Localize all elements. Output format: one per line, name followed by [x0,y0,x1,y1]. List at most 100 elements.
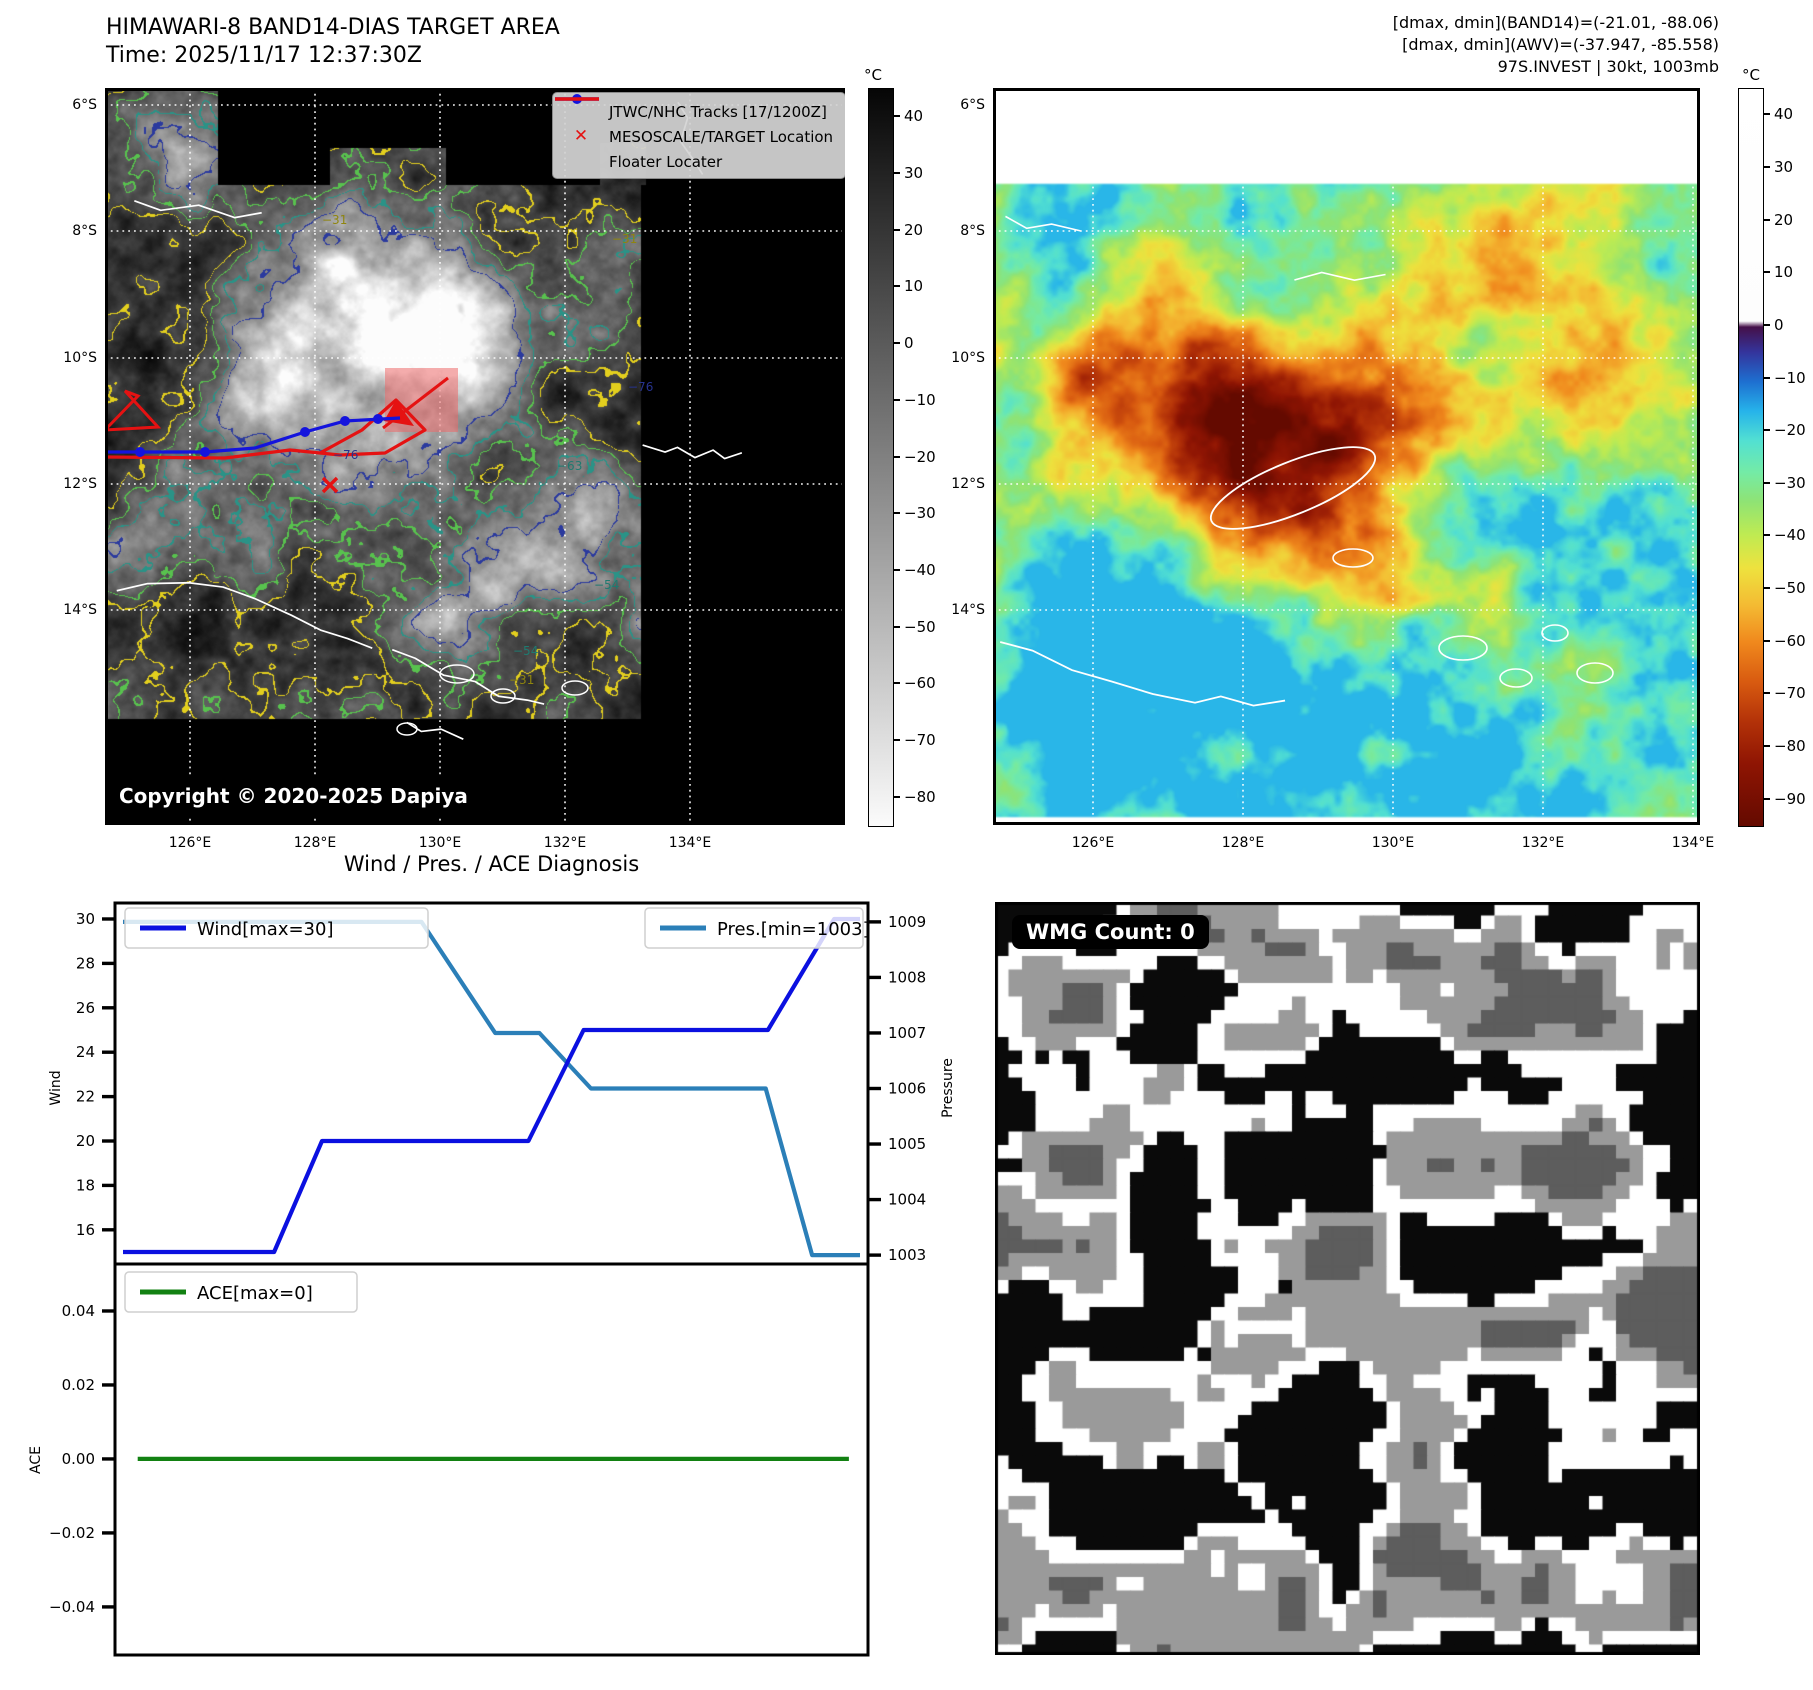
awv-imagery-canvas [993,88,1700,825]
awv-colorbar-tick [1763,481,1770,484]
awv-colorbar-tick [1763,534,1770,537]
x-marker-icon: ✕ [573,126,589,146]
awv-colorbar-tick [1763,376,1770,379]
contour-label: −76 [628,380,653,394]
contour-label: −31 [322,213,347,227]
chart-tick-label: 1007 [888,1024,926,1042]
chart-tick-label: 26 [76,999,95,1017]
band14-colorbar-tick-label: −80 [904,787,936,806]
band14-colorbar-tick-label: −50 [904,617,936,636]
awv-header: [dmax, dmin](BAND14)=(-21.01, -88.06) [d… [1393,12,1719,78]
band14-colorbar-tick-label: 40 [904,107,924,126]
wind-legend [124,907,429,949]
diagnosis-chart-title: Wind / Pres. / ACE Diagnosis [343,852,640,876]
contour-label: −63 [557,459,582,473]
awv-colorbar-tick-label: −30 [1774,473,1806,492]
chart-tick-label: 1004 [888,1191,926,1209]
band14-colorbar-tick-label: −60 [904,674,936,693]
band14-title: HIMAWARI-8 BAND14-DIAS TARGET AREA [106,15,560,40]
awv-colorbar-tick [1763,745,1770,748]
chart-tick-label: 1008 [888,968,926,986]
awv-colorbar-tick [1763,165,1770,168]
band14-lat-tick-label: 6°S [72,97,97,113]
band14-time-label: Time: 2025/11/17 12:37:30Z [106,43,422,68]
pres-legend-label: Pres.[min=1003] [717,919,870,940]
legend-row-mesoscale: ✕ MESOSCALE/TARGET Location [553,124,845,149]
awv-colorbar-tick-label: 10 [1774,263,1794,282]
awv-colorbar [1738,88,1764,827]
jtwc-track [105,414,401,457]
awv-coastlines [999,215,1614,707]
band14-colorbar-tick-label: 0 [904,334,914,353]
awv-header-line3: 97S.INVEST | 30kt, 1003mb [1497,57,1719,76]
band14-colorbar-tick [893,342,900,345]
awv-colorbar-tick-label: 40 [1774,105,1794,124]
contour-label: −76 [333,448,358,462]
band14-lon-tick-label: 134°E [668,835,712,851]
awv-lat-tick-label: 14°S [951,602,985,618]
floater-legend-label: Floater Locater [609,152,723,171]
tracks-legend-label: JTWC/NHC Tracks [17/1200Z] [609,102,827,121]
ace-legend [124,1271,358,1313]
band14-colorbar-tick [893,512,900,515]
awv-header-line2: [dmax, dmin](AWV)=(-37.947, -85.558) [1402,35,1719,54]
chart-tick-label: −0.04 [49,1598,95,1616]
contour-label: −31 [612,232,637,246]
wmg-count-badge: WMG Count: 0 [1012,915,1209,949]
awv-colorbar-tick-label: −10 [1774,368,1806,387]
mesoscale-legend-label: MESOSCALE/TARGET Location [609,127,834,146]
wind-pres-frame [113,901,870,1266]
band14-colorbar-tick [893,285,900,288]
awv-colorbar-tick-label: −60 [1774,631,1806,650]
contour-label: −54 [594,578,619,592]
awv-colorbar-tick-label: −40 [1774,526,1806,545]
awv-colorbar-tick-label: −80 [1774,737,1806,756]
awv-lat-tick-label: 6°S [960,97,985,113]
awv-colorbar-tick-label: 30 [1774,157,1794,176]
chart-tick-label: 16 [76,1221,95,1239]
band14-lat-tick-label: 8°S [72,223,97,239]
chart-tick-label: 28 [76,954,95,972]
chart-tick-label: 1005 [888,1135,926,1153]
awv-colorbar-tick-label: 0 [1774,315,1784,334]
ace-legend-label: ACE[max=0] [197,1283,313,1304]
ace-axis-label: ACE [28,1446,44,1474]
band14-lon-tick-label: 126°E [168,835,212,851]
band14-gridlines [105,88,845,825]
band14-lon-tick-label: 132°E [543,835,587,851]
band14-colorbar-tick [893,625,900,628]
awv-lon-tick-label: 128°E [1221,835,1265,851]
awv-colorbar-tick [1763,639,1770,642]
awv-lon-tick-label: 126°E [1071,835,1115,851]
awv-header-line1: [dmax, dmin](BAND14)=(-21.01, -88.06) [1392,13,1719,32]
awv-map [993,88,1700,825]
band14-colorbar-tick-label: −10 [904,390,936,409]
chart-tick-label: 1003 [888,1246,926,1264]
chart-tick-label: −0.02 [49,1524,95,1542]
wmg-panel-canvas [995,902,1700,1655]
awv-lon-tick-label: 130°E [1371,835,1415,851]
awv-colorbar-tick [1763,271,1770,274]
band14-colorbar-tick-label: 30 [904,164,924,183]
band14-colorbar-tick-label: −40 [904,560,936,579]
awv-colorbar-tick [1763,429,1770,432]
band14-map: −31 −31 −76 −76 −63 −54 −54 −31 JTWC/NHC Tracks… [105,88,845,825]
band14-lat-tick-label: 14°S [63,602,97,618]
chart-tick-label: 18 [76,1176,95,1194]
awv-colorbar-tick [1763,797,1770,800]
band14-colorbar-tick [893,682,900,685]
chart-tick-label: 0.02 [62,1376,95,1394]
band14-colorbar-tick [893,738,900,741]
awv-colorbar-tick [1763,587,1770,590]
contour-label: −54 [513,644,538,658]
contour-labels: −31 −31 −76 −76 −63 −54 −54 −31 [322,213,653,687]
band14-colorbar-tick [893,172,900,175]
band14-colorbar-tick-label: 20 [904,220,924,239]
chart-tick-label: 24 [76,1043,95,1061]
band14-colorbar-tick [893,795,900,798]
awv-lat-tick-label: 12°S [951,476,985,492]
ace-frame [113,1262,870,1657]
awv-lat-tick-label: 10°S [951,350,985,366]
band14-colorbar-tick-label: −70 [904,730,936,749]
